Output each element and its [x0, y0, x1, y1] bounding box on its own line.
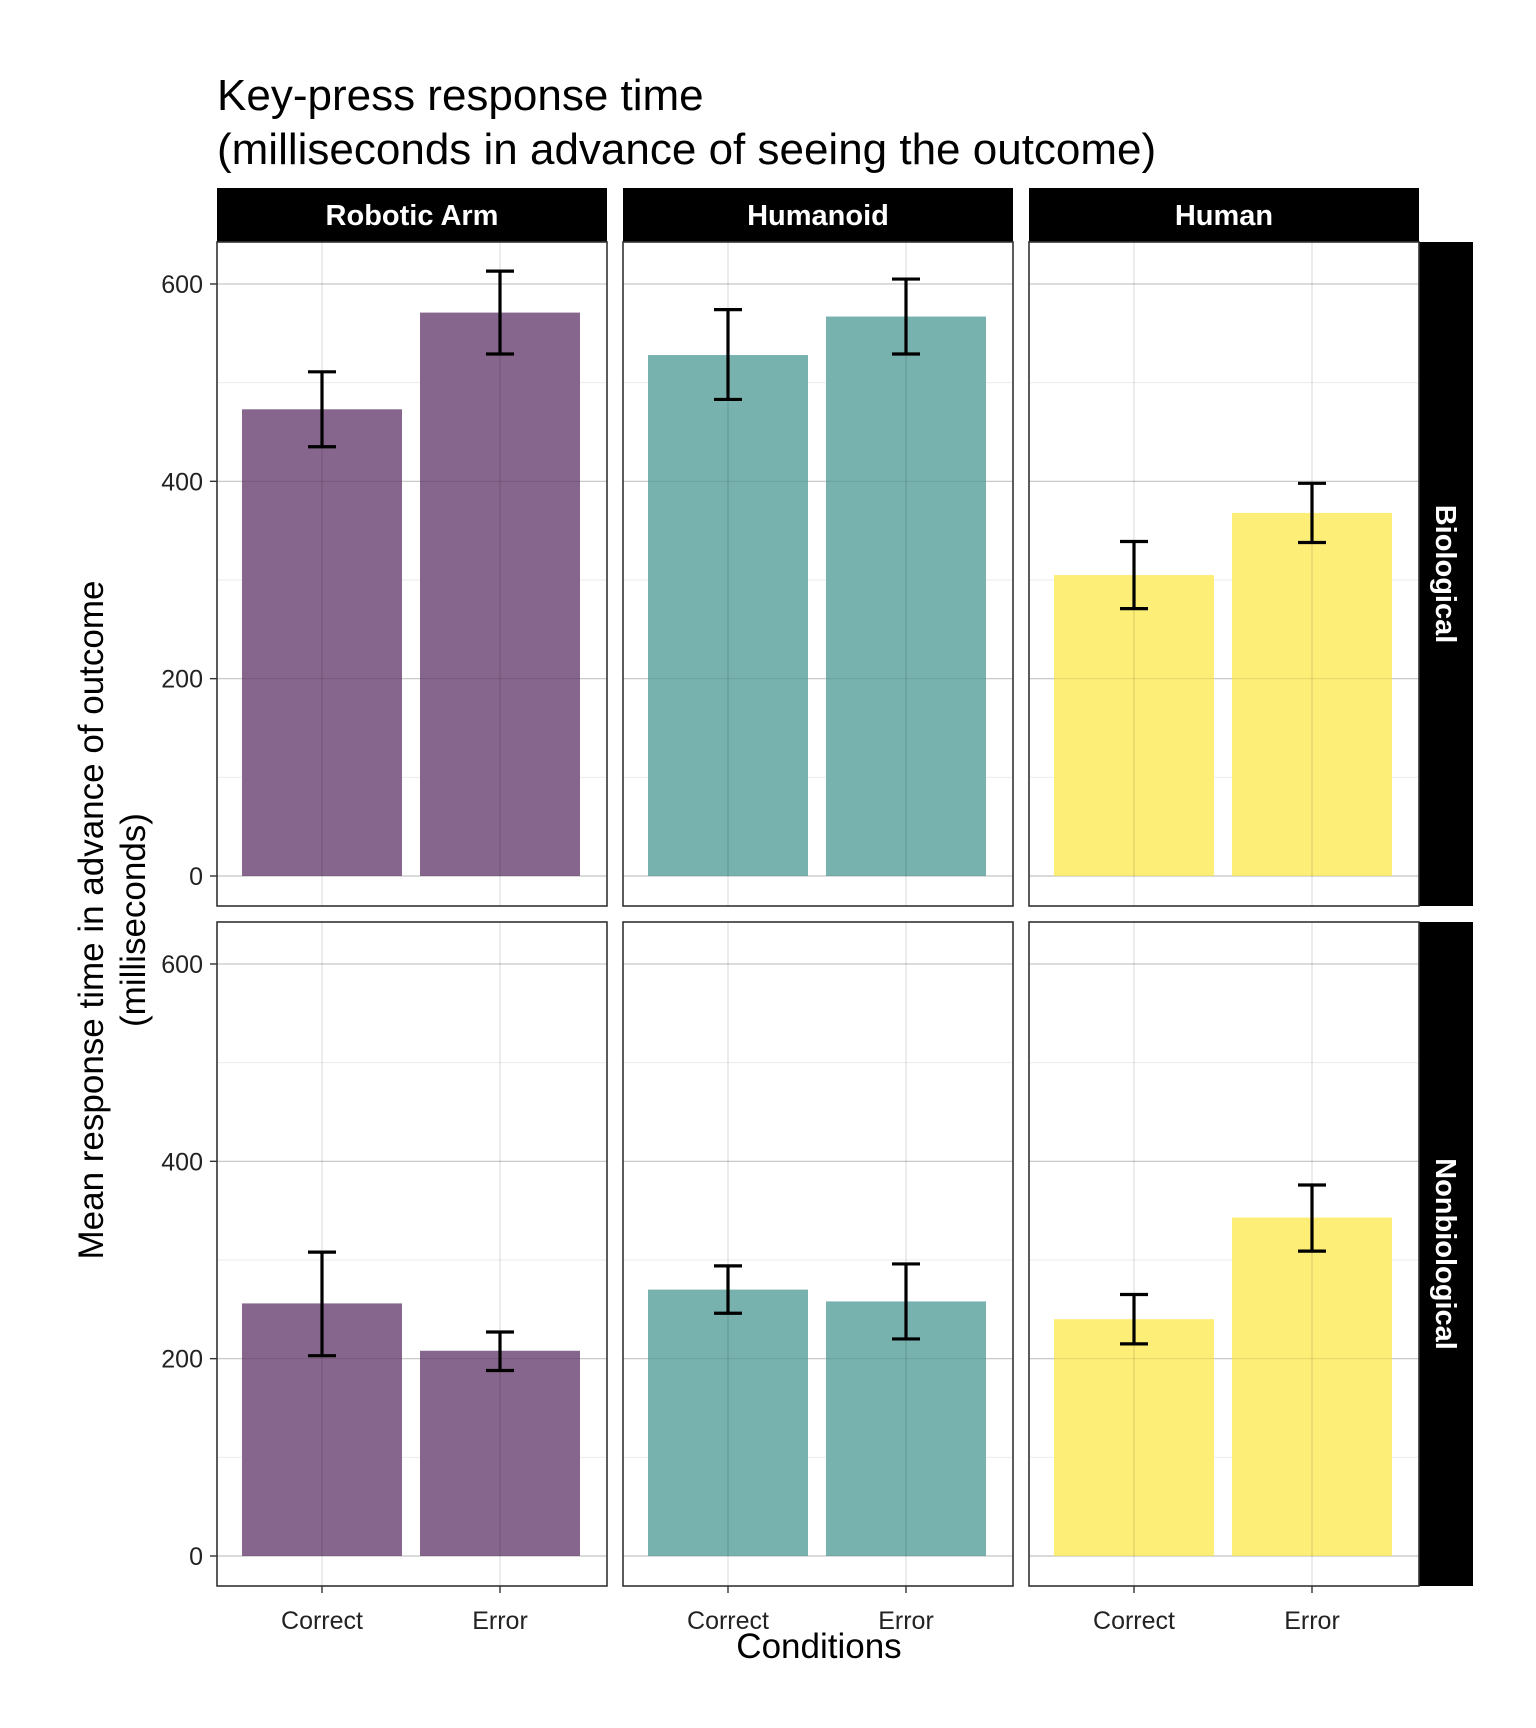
bar-correct — [648, 1289, 808, 1556]
strip-bg-nonbiological — [1419, 922, 1473, 1586]
panel-biological-robotic-arm: 0 200 400 600 — [161, 241, 608, 907]
bar-correct — [1054, 575, 1214, 876]
strip-label-humanoid: Humanoid — [747, 200, 889, 232]
y-axis-title-line-1: Mean response time in advance of outcome — [72, 581, 111, 1260]
panel-border — [622, 921, 1014, 1587]
panel-nonbiological-humanoid: Correct Error — [622, 921, 1014, 1635]
bar-correct — [242, 409, 402, 876]
bar-correct — [1054, 1319, 1214, 1556]
panel-border — [216, 241, 608, 907]
x-tick-label-error: Error — [1284, 1607, 1340, 1635]
panel-border — [622, 241, 1014, 907]
y-tick-label: 600 — [161, 951, 203, 979]
strip-label-biological: Biological — [1429, 505, 1461, 644]
strip-label-robotic-arm: Robotic Arm — [326, 200, 499, 232]
strip-bg-biological — [1419, 242, 1473, 906]
panel-border — [1028, 921, 1420, 1587]
chart-title-line-1: Key-press response time — [217, 71, 704, 120]
bar-error — [1232, 1217, 1392, 1556]
bar-correct — [648, 355, 808, 876]
bar-error — [826, 1301, 986, 1556]
y-tick-label: 400 — [161, 468, 203, 496]
y-tick-label: 0 — [189, 863, 203, 891]
bar-error — [420, 1350, 580, 1556]
y-tick-label: 200 — [161, 1346, 203, 1374]
bar-error — [826, 316, 986, 876]
panel-border — [1028, 241, 1420, 907]
x-tick-label-error: Error — [472, 1607, 528, 1635]
x-tick-label-correct: Correct — [1093, 1607, 1175, 1635]
strip-bg-humanoid — [623, 188, 1013, 242]
panel-nonbiological-human: Correct Error — [1028, 921, 1420, 1635]
panel-biological-human — [1028, 241, 1420, 907]
x-tick-label-correct: Correct — [281, 1607, 363, 1635]
x-tick-label-correct: Correct — [687, 1607, 769, 1635]
x-axis-title: Conditions — [736, 1627, 901, 1666]
panel-nonbiological-robotic-arm: 0 200 400 600 Correct Error — [161, 921, 608, 1635]
strip-bg-robotic-arm — [217, 188, 607, 242]
panel-border — [216, 921, 608, 1587]
y-tick-label: 400 — [161, 1148, 203, 1176]
x-tick-label-error: Error — [878, 1607, 934, 1635]
y-tick-label: 600 — [161, 271, 203, 299]
y-axis-title-line-2: (milliseconds) — [114, 813, 153, 1027]
strip-label-nonbiological: Nonbiological — [1429, 1158, 1461, 1350]
bar-error — [1232, 512, 1392, 876]
strip-bg-human — [1029, 188, 1419, 242]
y-tick-label: 200 — [161, 666, 203, 694]
chart-title-line-2: (milliseconds in advance of seeing the o… — [217, 125, 1156, 174]
y-tick-label: 0 — [189, 1543, 203, 1571]
panel-biological-humanoid — [622, 241, 1014, 907]
strip-label-human: Human — [1175, 200, 1273, 232]
bar-error — [420, 312, 580, 876]
